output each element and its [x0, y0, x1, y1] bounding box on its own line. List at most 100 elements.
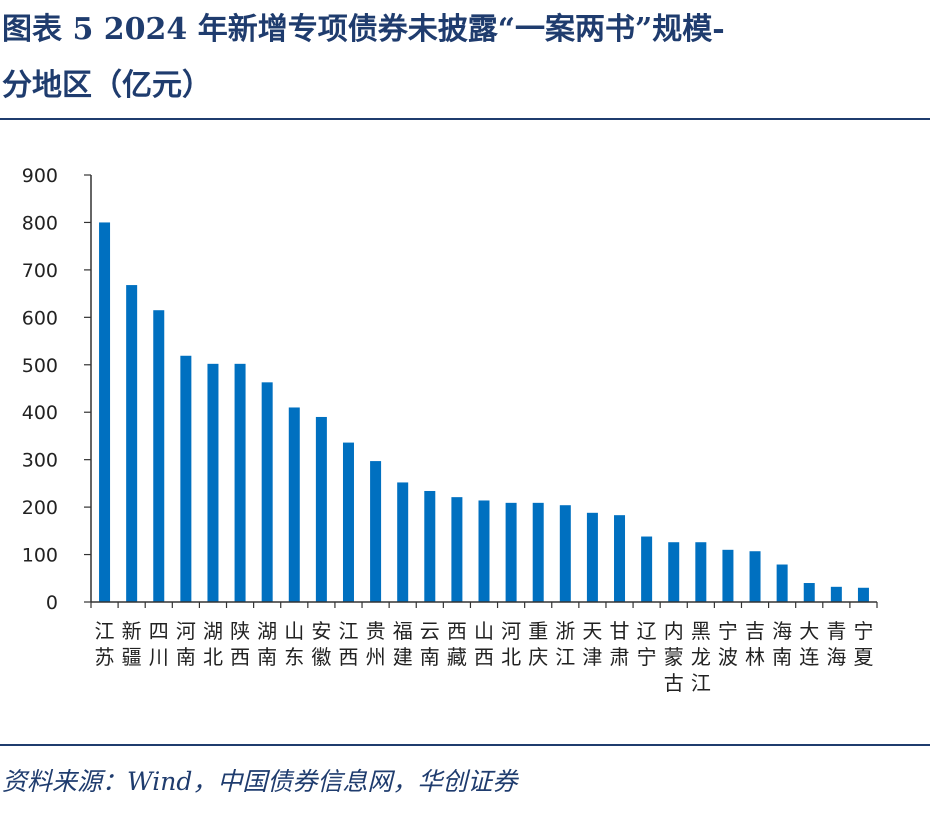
x-tick-label: 甘: [610, 619, 630, 643]
x-tick-label: 江: [555, 645, 575, 669]
x-tick-label: 大: [799, 619, 819, 643]
bar-山西: [478, 500, 490, 602]
y-tick-label: 800: [22, 212, 58, 234]
y-tick-label: 700: [22, 260, 58, 282]
bottom-divider: [0, 744, 930, 746]
x-tick-label: 江: [338, 619, 358, 643]
x-tick-label: 南: [257, 645, 277, 669]
y-tick-label: 400: [22, 402, 58, 424]
bar-chart: 0 100 200 300 400 500 600 700 800 900 江苏新疆四川河南湖北陕西…: [0, 120, 930, 740]
bar-江苏: [99, 222, 111, 602]
x-tick-label: 江: [691, 671, 711, 695]
bar-宁波: [722, 549, 734, 602]
x-tick-label: 津: [582, 645, 602, 669]
x-tick-label: 贵: [366, 619, 386, 643]
x-tick-label: 山: [474, 619, 494, 643]
x-tick-label: 青: [826, 619, 846, 643]
bar-新疆: [126, 285, 138, 602]
x-tick-label: 内: [664, 619, 684, 643]
x-tick-label: 新: [122, 619, 142, 643]
y-tick-label: 0: [46, 592, 58, 614]
x-tick-label: 龙: [691, 645, 711, 669]
x-tick-label: 北: [203, 645, 223, 669]
x-tick-label: 海: [826, 645, 846, 669]
bar-chart-canvas: 0100200300400500600700800900江苏新疆四川河南湖北陕西…: [22, 165, 878, 695]
y-tick-label: 200: [22, 497, 58, 519]
x-tick-label: 徽: [311, 645, 331, 669]
x-tick-label: 宁: [853, 619, 873, 643]
bar-河北: [505, 502, 517, 602]
x-tick-label: 连: [799, 645, 819, 669]
bar-福建: [397, 482, 409, 602]
x-tick-label: 东: [284, 645, 304, 669]
x-tick-label: 藏: [447, 645, 467, 669]
y-tick-label: 600: [22, 307, 58, 329]
bar-山东: [288, 407, 300, 602]
y-tick-label: 500: [22, 355, 58, 377]
x-tick-label: 四: [149, 619, 169, 643]
source-note: 资料来源：Wind，中国债券信息网，华创证券: [2, 767, 518, 796]
x-tick-label: 波: [718, 645, 738, 669]
x-tick-label: 南: [176, 645, 196, 669]
x-tick-label: 肃: [610, 645, 630, 669]
x-tick-label: 疆: [122, 645, 142, 669]
chart-title-line-2: 分地区（亿元）: [2, 68, 212, 103]
bar-宁夏: [857, 587, 869, 602]
x-tick-label: 蒙: [664, 645, 684, 669]
x-tick-label: 州: [366, 645, 386, 669]
bar-湖南: [261, 382, 273, 602]
x-tick-label: 南: [772, 645, 792, 669]
x-tick-label: 林: [745, 645, 765, 669]
chart-title-line-1: 图表 5 2024 年新增专项债券未披露“一案两书”规模-: [2, 12, 725, 47]
x-tick-label: 湖: [203, 619, 223, 643]
x-tick-label: 河: [501, 619, 521, 643]
x-tick-label: 西: [338, 645, 358, 669]
bar-吉林: [749, 551, 761, 602]
x-tick-label: 河: [176, 619, 196, 643]
bar-黑龙江: [695, 542, 707, 602]
x-tick-label: 宁: [637, 645, 657, 669]
x-tick-label: 西: [474, 645, 494, 669]
bar-海南: [776, 564, 788, 602]
x-tick-label: 海: [772, 619, 792, 643]
bar-甘肃: [614, 515, 626, 602]
bar-河南: [180, 355, 192, 602]
x-tick-label: 黑: [691, 619, 711, 643]
bar-重庆: [532, 502, 544, 602]
x-tick-label: 北: [501, 645, 521, 669]
x-tick-label: 陕: [230, 619, 250, 643]
x-tick-label: 安: [311, 619, 331, 643]
bar-辽宁: [641, 536, 653, 602]
x-tick-label: 福: [393, 619, 413, 643]
x-tick-label: 浙: [555, 619, 575, 643]
y-tick-label: 100: [22, 545, 58, 567]
bar-青海: [830, 586, 842, 602]
x-tick-label: 夏: [853, 645, 873, 669]
y-tick-label: 900: [22, 165, 58, 187]
x-tick-label: 重: [528, 619, 548, 643]
bar-贵州: [370, 461, 382, 602]
bar-陕西: [234, 363, 246, 602]
x-tick-label: 苏: [95, 645, 115, 669]
x-tick-label: 建: [393, 645, 413, 669]
x-tick-label: 南: [420, 645, 440, 669]
x-tick-label: 云: [420, 619, 440, 643]
x-tick-label: 西: [230, 645, 250, 669]
x-tick-label: 山: [284, 619, 304, 643]
bar-湖北: [207, 363, 219, 602]
bar-内蒙古: [668, 542, 680, 602]
bar-云南: [424, 490, 436, 602]
x-tick-label: 庆: [528, 645, 548, 669]
x-tick-label: 湖: [257, 619, 277, 643]
bar-天津: [586, 512, 598, 602]
bar-大连: [803, 583, 815, 602]
x-tick-label: 古: [664, 671, 684, 695]
bar-浙江: [559, 505, 571, 602]
x-tick-label: 西: [447, 619, 467, 643]
x-tick-label: 天: [582, 619, 602, 643]
x-tick-label: 川: [149, 645, 169, 669]
bar-西藏: [451, 497, 463, 602]
bar-四川: [153, 310, 165, 602]
bar-安徽: [315, 416, 327, 602]
x-tick-label: 辽: [637, 619, 657, 643]
